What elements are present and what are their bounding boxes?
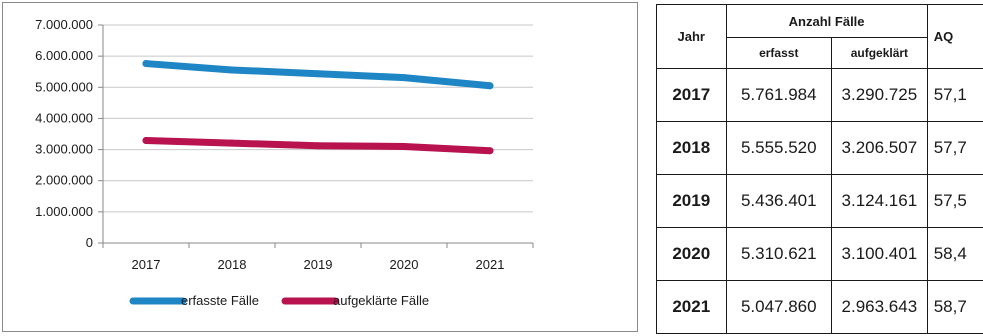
data-point — [400, 74, 408, 82]
row-solved: 3.206.507 — [831, 121, 928, 175]
data-point — [486, 82, 494, 90]
row-solved: 3.100.401 — [831, 227, 928, 281]
y-tick-label: 4.000.000 — [35, 110, 93, 125]
row-year: 2017 — [656, 68, 727, 122]
table-row: 2021 5.047.860 2.963.643 58,7 — [656, 280, 983, 334]
row-recorded: 5.555.520 — [725, 121, 833, 175]
y-tick-label: 7.000.000 — [35, 17, 93, 32]
row-recorded: 5.436.401 — [725, 174, 833, 228]
data-point — [142, 137, 150, 145]
header-solved: aufgeklärt — [831, 37, 928, 69]
case-statistics-table: Jahr Anzahl Fälle AQ erfasst aufgeklärt … — [656, 4, 983, 334]
data-point — [486, 147, 494, 155]
row-aq: 58,7 — [926, 280, 983, 334]
x-tick-label: 2020 — [390, 257, 419, 272]
x-tick-label: 2021 — [476, 257, 505, 272]
y-tick-label: 6.000.000 — [35, 48, 93, 63]
row-aq: 58,4 — [926, 227, 983, 281]
chart-canvas: 0 1.000.000 2.000.000 3.000.000 4.000.000 5.0… — [35, 17, 534, 308]
y-tick-label: 0 — [86, 235, 93, 250]
y-tick-label: 1.000.000 — [35, 204, 93, 219]
row-solved: 3.124.161 — [831, 174, 928, 228]
row-year: 2019 — [656, 174, 727, 228]
data-point — [228, 66, 236, 74]
data-point — [400, 142, 408, 150]
data-point — [228, 139, 236, 147]
header-case-count: Anzahl Fälle — [725, 4, 928, 38]
y-tick-label: 5.000.000 — [35, 79, 93, 94]
header-recorded: erfasst — [725, 37, 833, 69]
row-year: 2020 — [656, 227, 727, 281]
header-aq: AQ — [926, 4, 983, 69]
row-year: 2021 — [656, 280, 727, 334]
row-year: 2018 — [656, 121, 727, 175]
legend-label: erfasste Fälle — [181, 293, 259, 308]
row-recorded: 5.047.860 — [725, 280, 833, 334]
data-point — [314, 70, 322, 78]
table-row: 2019 5.436.401 3.124.161 57,5 — [656, 174, 983, 228]
row-aq: 57,1 — [926, 68, 983, 122]
data-point — [314, 142, 322, 150]
row-solved: 3.290.725 — [831, 68, 928, 122]
row-solved: 2.963.643 — [831, 280, 928, 334]
x-tick-label: 2019 — [304, 257, 333, 272]
y-tick-label: 2.000.000 — [35, 173, 93, 188]
x-tick-label: 2018 — [218, 257, 247, 272]
legend-label: aufgeklärte Fälle — [333, 293, 429, 308]
row-recorded: 5.761.984 — [725, 68, 833, 122]
x-tick-label: 2017 — [132, 257, 161, 272]
table-row: 2017 5.761.984 3.290.725 57,1 — [656, 68, 983, 122]
line-chart: 0 1.000.000 2.000.000 3.000.000 4.000.000 5.0… — [2, 2, 638, 332]
table-row: 2020 5.310.621 3.100.401 58,4 — [656, 227, 983, 281]
y-tick-label: 3.000.000 — [35, 142, 93, 157]
data-point — [142, 60, 150, 68]
row-aq: 57,5 — [926, 174, 983, 228]
row-recorded: 5.310.621 — [725, 227, 833, 281]
row-aq: 57,7 — [926, 121, 983, 175]
table-row: 2018 5.555.520 3.206.507 57,7 — [656, 121, 983, 175]
header-year: Jahr — [656, 4, 727, 69]
